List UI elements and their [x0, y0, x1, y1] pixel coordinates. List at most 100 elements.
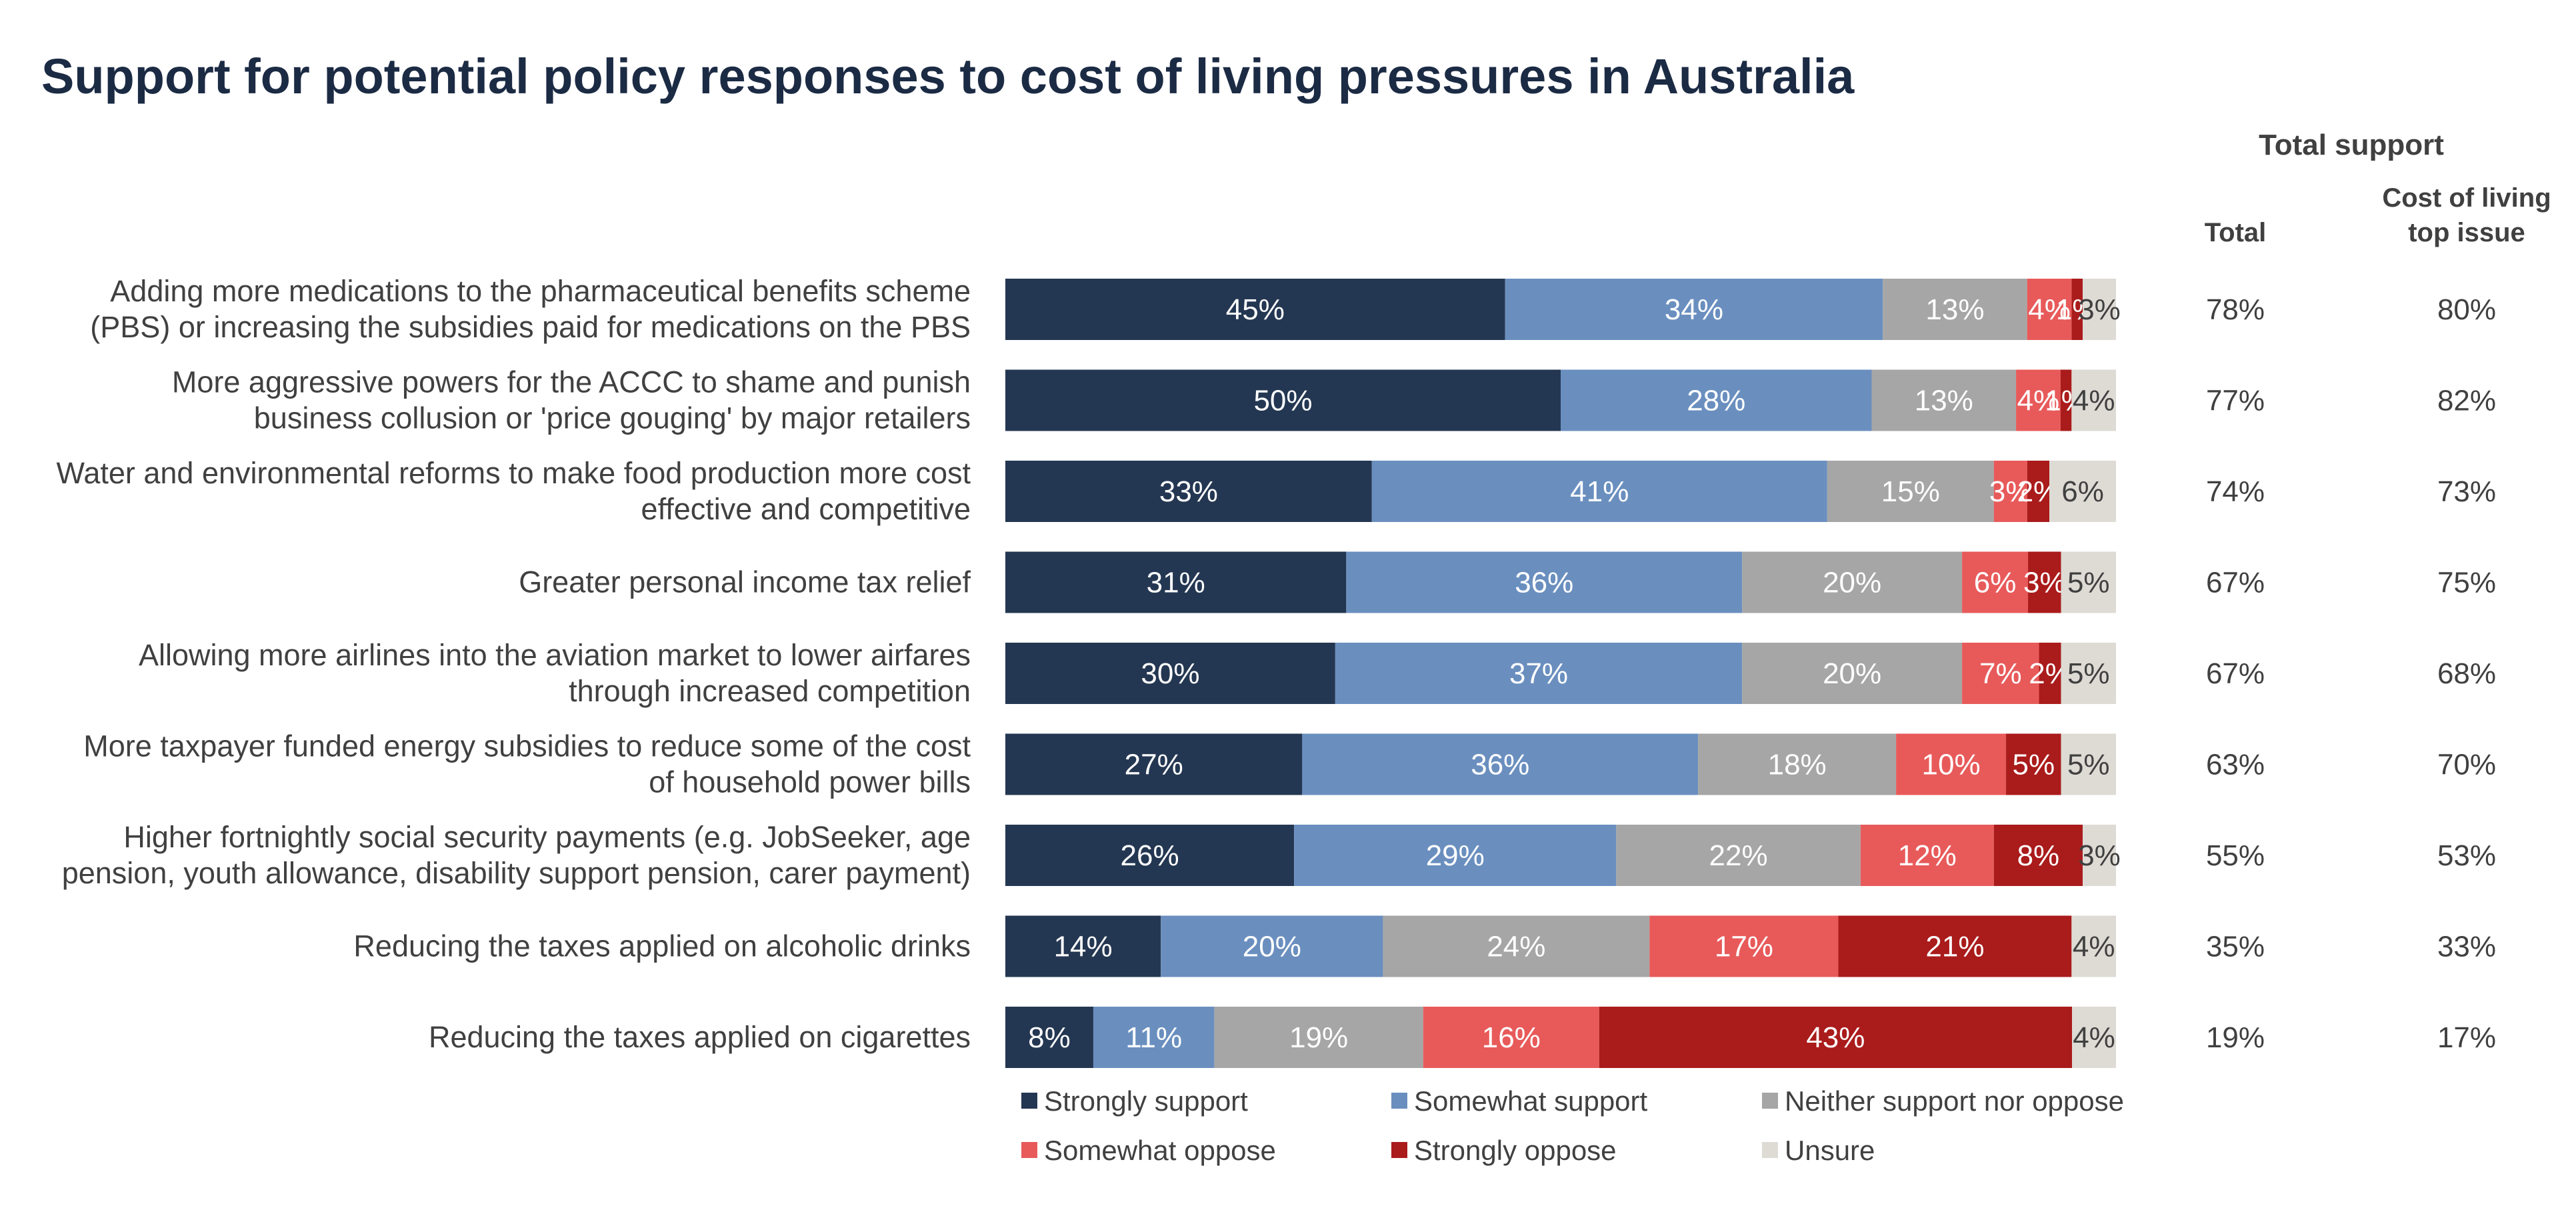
data-label: 30%	[1141, 657, 1199, 690]
data-label: 31%	[1147, 567, 1205, 599]
table-cell: 67%	[2206, 567, 2265, 599]
table-cell: 55%	[2206, 839, 2265, 872]
bar-segment	[1335, 643, 1743, 704]
table-column-header: Total	[2205, 218, 2267, 247]
data-label: 3%	[2078, 839, 2121, 872]
category-label: More aggressive powers for the ACCC to s…	[172, 365, 971, 399]
legend-swatch	[1021, 1093, 1037, 1109]
table-cell: 80%	[2437, 293, 2496, 326]
category-label: through increased competition	[569, 674, 971, 708]
bar-segment	[1093, 1007, 1215, 1068]
bar-segment	[1838, 915, 2072, 977]
bar-segment	[2083, 279, 2116, 340]
legend-swatch	[1391, 1142, 1407, 1158]
table-cell: 67%	[2206, 657, 2265, 690]
bar-segment	[1993, 825, 2083, 886]
table-column-header: top issue	[2408, 218, 2525, 247]
bar-segment	[2039, 643, 2061, 704]
data-label: 11%	[1125, 1021, 1182, 1054]
data-label: 4%	[2073, 385, 2115, 417]
data-label: 3%	[1989, 475, 2032, 508]
legend-swatch	[1021, 1142, 1037, 1158]
bar-segment	[1962, 643, 2039, 704]
bar-segment	[1294, 825, 1617, 886]
category-label: Water and environmental reforms to make …	[57, 456, 971, 490]
bar-segment	[2083, 825, 2116, 886]
data-label: 16%	[1482, 1021, 1541, 1054]
category-label: effective and competitive	[641, 492, 971, 526]
data-label: 13%	[1925, 293, 1984, 326]
bar-segment	[2072, 1007, 2116, 1068]
data-label: 20%	[1823, 657, 1881, 690]
bar-segment	[1005, 279, 1505, 340]
data-label: 5%	[2067, 567, 2110, 599]
table-cell: 19%	[2206, 1021, 2265, 1054]
legend-label: Strongly support	[1044, 1085, 1248, 1117]
bar-segment	[1742, 643, 1963, 704]
table-cell: 68%	[2437, 657, 2496, 690]
bar-segment	[1505, 279, 1883, 340]
data-label: 6%	[2061, 475, 2104, 508]
table-cell: 53%	[2437, 839, 2496, 872]
bar-segment	[2071, 279, 2083, 340]
bar-segment	[1698, 733, 1897, 795]
bar-segment	[2027, 461, 2050, 522]
bar-segment	[2016, 369, 2061, 431]
bar-segment	[1214, 1007, 1423, 1068]
legend-label: Somewhat oppose	[1044, 1135, 1276, 1166]
data-label: 34%	[1665, 293, 1723, 326]
bar-segment	[1005, 915, 1161, 977]
legend-swatch	[1762, 1142, 1778, 1158]
bar-segment	[1383, 915, 1650, 977]
bar-segment	[1005, 825, 1295, 886]
bar-segment	[2071, 915, 2116, 977]
bar-segment	[1005, 369, 1561, 431]
legend-label: Strongly oppose	[1414, 1135, 1617, 1166]
data-label: 15%	[1881, 475, 1940, 508]
legend-label: Unsure	[1785, 1135, 1875, 1166]
data-label: 24%	[1487, 931, 1545, 963]
category-label: Adding more medications to the pharmaceu…	[110, 274, 971, 308]
data-label: 8%	[1028, 1021, 1071, 1054]
bar-segment	[1346, 551, 1743, 613]
data-label: 4%	[2073, 931, 2115, 963]
category-label: Higher fortnightly social security payme…	[123, 820, 971, 854]
bar-segment	[2061, 643, 2116, 704]
data-label: 14%	[1054, 931, 1113, 963]
bar-segment	[1896, 733, 2007, 795]
bar-segment	[1883, 279, 2027, 340]
category-label: pension, youth allowance, disability sup…	[62, 856, 971, 890]
bar-segment	[1561, 369, 1872, 431]
table-cell: 17%	[2437, 1021, 2496, 1054]
data-label: 4%	[2028, 293, 2071, 326]
bar-segment	[1371, 461, 1827, 522]
bar-segment	[1827, 461, 1994, 522]
data-label: 45%	[1226, 293, 1285, 326]
bar-segment	[2028, 551, 2061, 613]
category-label: Allowing more airlines into the aviation…	[139, 638, 971, 672]
bar-segment	[1993, 461, 2027, 522]
table-cell: 70%	[2437, 749, 2496, 781]
data-label: 3%	[2023, 567, 2066, 599]
data-label: 8%	[2017, 839, 2060, 872]
data-label: 5%	[2067, 749, 2110, 781]
bar-segment	[2071, 369, 2116, 431]
data-label: 41%	[1570, 475, 1629, 508]
table-cell: 78%	[2206, 293, 2265, 326]
table-cell: 82%	[2437, 385, 2496, 417]
bars: 45% 34% 13% 4%1%3%50% 28% 13% 4%1%4%33% 41% 15% 3…	[1005, 279, 2121, 1068]
bar-segment	[2049, 461, 2116, 522]
bar-segment	[1005, 1007, 1093, 1068]
category-label: business collusion or 'price gouging' by…	[254, 401, 971, 435]
data-label: 37%	[1509, 657, 1568, 690]
bar-segment	[1005, 643, 1335, 704]
table-cell: 77%	[2206, 385, 2265, 417]
legend-swatch	[1391, 1093, 1407, 1109]
data-label: 29%	[1426, 839, 1485, 872]
data-label: 19%	[1289, 1021, 1348, 1054]
data-label: 28%	[1687, 385, 1745, 417]
table-cell: 73%	[2437, 475, 2496, 508]
category-label: of household power bills	[649, 765, 971, 799]
data-label: 20%	[1243, 931, 1301, 963]
